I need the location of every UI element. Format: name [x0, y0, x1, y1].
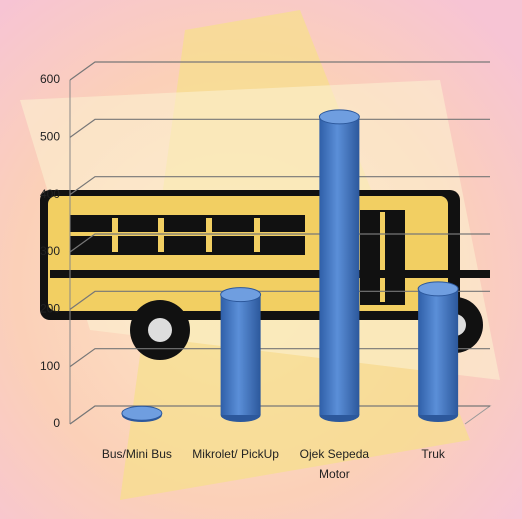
y-tick-label: 0 — [53, 416, 60, 430]
y-tick-label: 400 — [40, 187, 60, 201]
x-tick-label: Mikrolet/ PickUp — [192, 447, 279, 461]
x-tick-label: Bus/Mini Bus — [101, 447, 172, 461]
x-tick-label: Truk — [421, 447, 445, 461]
y-tick-label: 500 — [40, 130, 60, 144]
bar — [121, 405, 163, 422]
bar — [417, 281, 459, 422]
grid-line — [69, 61, 490, 81]
x-tick-label: Ojek Sepeda Motor — [299, 447, 370, 481]
y-tick-label: 200 — [40, 302, 60, 316]
y-tick-label: 600 — [40, 72, 60, 86]
y-tick-label: 100 — [40, 359, 60, 373]
bar — [220, 287, 262, 422]
bar — [318, 109, 360, 422]
y-tick-label: 300 — [40, 244, 60, 258]
